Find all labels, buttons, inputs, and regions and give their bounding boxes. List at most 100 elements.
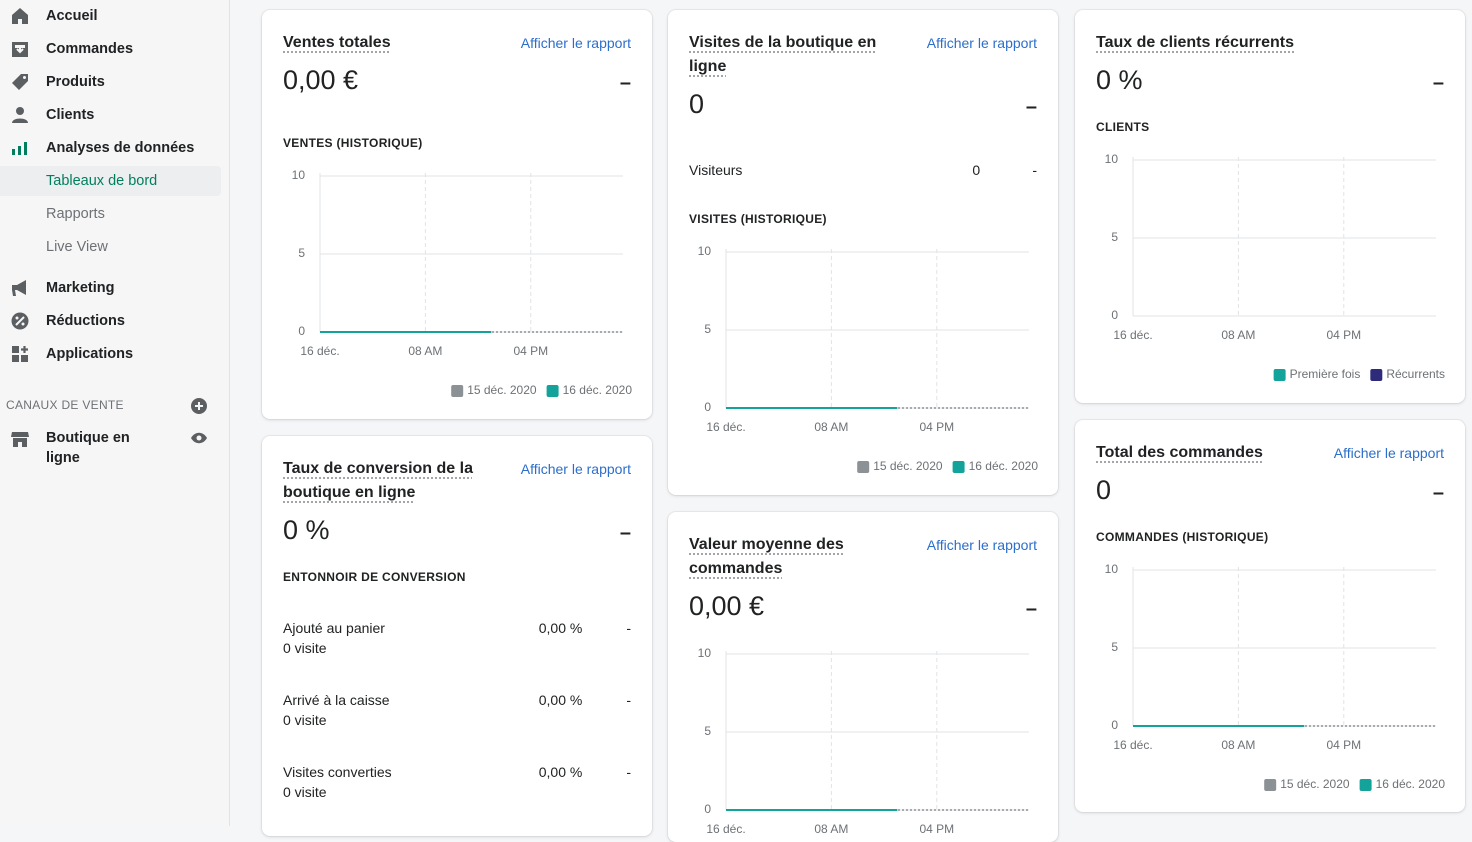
nav-item[interactable]: Applications bbox=[46, 344, 133, 364]
funnel-row: Visites converties 0,00 % - bbox=[283, 762, 631, 782]
x-tick-label: 04 PM bbox=[919, 420, 954, 434]
x-tick-label: 16 déc. bbox=[706, 822, 745, 836]
y-tick-label: 0 bbox=[704, 400, 711, 414]
report-link[interactable]: Afficher le rapport bbox=[927, 31, 1037, 55]
nav-item[interactable]: Marketing bbox=[46, 278, 115, 298]
y-tick-label: 0 bbox=[704, 802, 711, 816]
nav-item[interactable]: Analyses de données bbox=[46, 138, 194, 158]
step-value: 0,00 % bbox=[492, 690, 582, 710]
y-tick-label: 10 bbox=[1105, 152, 1119, 166]
legend-swatch bbox=[547, 385, 559, 397]
step-sub: 0 visite bbox=[283, 782, 631, 802]
step-value: 0,00 % bbox=[492, 618, 582, 638]
nav-item[interactable]: Clients bbox=[46, 105, 94, 125]
y-tick-label: 5 bbox=[1111, 230, 1118, 244]
card-title[interactable]: Ventes totales bbox=[283, 34, 391, 51]
section-label: CLIENTS bbox=[1096, 119, 1444, 135]
y-tick-label: 5 bbox=[298, 246, 305, 260]
icon-orders bbox=[10, 39, 30, 59]
metric-trend: – bbox=[1026, 598, 1037, 621]
legend-label: 16 déc. 2020 bbox=[969, 459, 1039, 473]
report-link[interactable]: Afficher le rapport bbox=[521, 457, 631, 481]
x-tick-label: 08 AM bbox=[814, 822, 848, 836]
metric-value: 0 bbox=[1096, 475, 1111, 506]
icon-home bbox=[10, 6, 30, 26]
step-label: Visites converties bbox=[283, 762, 492, 782]
card-title[interactable]: Visites de la boutique en ligne bbox=[689, 34, 876, 75]
card-returning: Taux de clients récurrents 0 % – CLIENTS … bbox=[1075, 10, 1465, 403]
metric-value: 0 bbox=[689, 89, 704, 120]
metric-trend: – bbox=[620, 72, 631, 95]
icon-apps bbox=[10, 344, 30, 364]
add-channel-button[interactable] bbox=[190, 397, 208, 415]
y-tick-label: 0 bbox=[1111, 308, 1118, 322]
chart: 0 5 10 16 déc. 08 AM 04 PM 16 déc. 2020 15 déc.… bbox=[668, 227, 1058, 478]
funnel-step: Visites converties 0,00 % -0 visite bbox=[283, 762, 631, 802]
x-tick-label: 16 déc. bbox=[300, 344, 339, 358]
x-tick-label: 16 déc. bbox=[1113, 738, 1152, 752]
legend-label: 15 déc. 2020 bbox=[467, 383, 537, 397]
section-label: ENTONNOIR DE CONVERSION bbox=[283, 569, 631, 585]
funnel-step: Ajouté au panier 0,00 % - 0 visite bbox=[283, 618, 631, 658]
step-trend: - bbox=[626, 618, 631, 638]
page: Accueil Commandes Produits Clients Analy… bbox=[0, 0, 1472, 826]
y-tick-label: 10 bbox=[698, 646, 712, 660]
step-sub: 0 visite bbox=[283, 638, 631, 658]
metric-trend: – bbox=[1433, 482, 1444, 505]
x-tick-label: 08 AM bbox=[814, 420, 848, 434]
icon-products bbox=[10, 72, 30, 92]
nav-item[interactable]: Produits bbox=[46, 72, 105, 92]
step-trend: - bbox=[626, 762, 631, 782]
legend-label: Récurrents bbox=[1386, 367, 1445, 381]
nav-subitem[interactable]: Tableaux de bord bbox=[46, 171, 157, 191]
nav-subitem[interactable]: Live View bbox=[46, 237, 108, 257]
metric-value: 0,00 € bbox=[689, 591, 764, 622]
report-link[interactable]: Afficher le rapport bbox=[521, 31, 631, 55]
card-title[interactable]: Valeur moyenne des commandes bbox=[689, 536, 844, 577]
x-tick-label: 08 AM bbox=[408, 344, 442, 358]
icon-customers bbox=[10, 105, 30, 125]
metric-trend: – bbox=[1026, 96, 1037, 119]
section-title: CANAUX DE VENTE bbox=[6, 398, 124, 412]
step-value: 0,00 % bbox=[492, 762, 582, 782]
metric-value: 0,00 € bbox=[283, 65, 358, 96]
row-label: Visiteurs bbox=[689, 160, 972, 180]
report-link[interactable]: Afficher le rapport bbox=[927, 533, 1037, 557]
icon-marketing bbox=[10, 278, 30, 298]
y-tick-label: 5 bbox=[704, 322, 711, 336]
card-aov: Valeur moyenne des commandes Afficher le … bbox=[668, 512, 1058, 842]
nav-subitem[interactable]: Rapports bbox=[46, 204, 105, 224]
legend-swatch bbox=[451, 385, 463, 397]
metric-value: 0 % bbox=[1096, 65, 1143, 96]
card-title[interactable]: Taux de clients récurrents bbox=[1096, 34, 1294, 51]
card-title[interactable]: Taux de conversion de la boutique en lig… bbox=[283, 460, 473, 501]
y-tick-label: 0 bbox=[1111, 718, 1118, 732]
nav-item[interactable]: Commandes bbox=[46, 39, 133, 59]
y-tick-label: 10 bbox=[1105, 562, 1119, 576]
x-tick-label: 08 AM bbox=[1221, 738, 1255, 752]
legend-swatch bbox=[857, 461, 869, 473]
report-link[interactable]: Afficher le rapport bbox=[1334, 441, 1444, 465]
x-tick-label: 08 AM bbox=[1221, 328, 1255, 342]
y-tick-label: 10 bbox=[698, 244, 712, 258]
step-label: Ajouté au panier bbox=[283, 618, 492, 638]
funnel-row: Arrivé à la caisse 0,00 % - bbox=[283, 690, 631, 710]
section-label: VISITES (HISTORIQUE) bbox=[689, 211, 1037, 227]
nav-item[interactable]: Boutique en ligne bbox=[46, 428, 146, 468]
sidebar: Accueil Commandes Produits Clients Analy… bbox=[0, 0, 230, 826]
icon-analytics bbox=[10, 138, 30, 158]
nav-item[interactable]: Accueil bbox=[46, 6, 98, 26]
x-tick-label: 04 PM bbox=[1326, 738, 1361, 752]
card-sales: Ventes totales Afficher le rapport 0,00 €… bbox=[262, 10, 652, 419]
section-label: VENTES (HISTORIQUE) bbox=[283, 135, 631, 151]
metric-value: 0 % bbox=[283, 515, 330, 546]
legend-label: 16 déc. 2020 bbox=[563, 383, 633, 397]
card-title[interactable]: Total des commandes bbox=[1096, 444, 1263, 461]
y-tick-label: 5 bbox=[1111, 640, 1118, 654]
nav-item[interactable]: Réductions bbox=[46, 311, 125, 331]
legend-swatch bbox=[1274, 369, 1286, 381]
view-store-button[interactable] bbox=[190, 431, 208, 445]
chart: 0 5 10 16 déc. 08 AM 04 PM 16 déc. 2020 15 déc.… bbox=[1075, 545, 1465, 796]
y-tick-label: 10 bbox=[292, 168, 306, 182]
x-tick-label: 04 PM bbox=[1326, 328, 1361, 342]
